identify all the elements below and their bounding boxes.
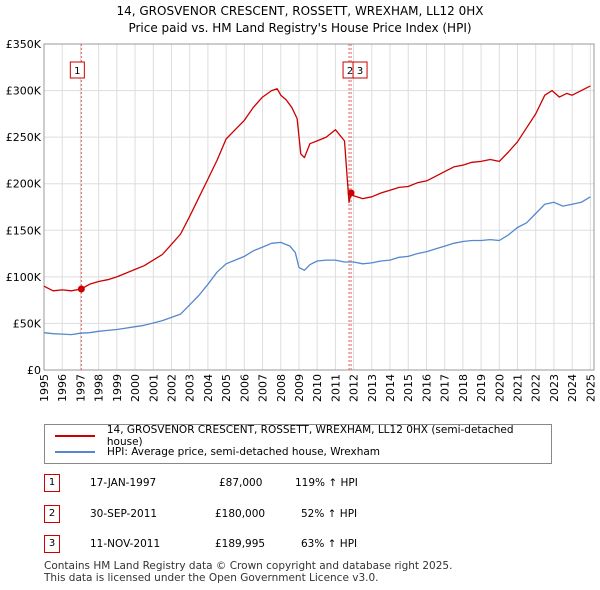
x-tick-label: 2019 — [475, 374, 488, 402]
legend-item-hpi: HPI: Average price, semi-detached house,… — [45, 444, 380, 460]
x-tick-label: 2005 — [220, 374, 233, 402]
y-tick-label: £150K — [6, 224, 42, 237]
y-tick-label: £300K — [6, 85, 42, 98]
transaction-badge: 2 — [44, 505, 60, 523]
price-chart: £0 £50K £100K £150K £200K £250K £300K £350K 1995… — [6, 38, 598, 402]
x-tick-label: 2009 — [293, 374, 306, 402]
property-price-line — [43, 85, 591, 292]
x-tick-label: 2011 — [329, 374, 342, 402]
sale-marker-label: 3 — [357, 66, 363, 77]
transaction-date: 17-JAN-1997 — [90, 477, 157, 489]
licence-notice: This data is licensed under the Open Gov… — [44, 572, 379, 584]
legend-swatch-property — [55, 435, 95, 437]
legend-swatch-hpi — [55, 451, 95, 453]
x-tick-label: 2024 — [566, 374, 579, 402]
legend-label-hpi: HPI: Average price, semi-detached house,… — [107, 446, 381, 458]
x-tick-label: 2012 — [348, 374, 361, 402]
copyright-notice: Contains HM Land Registry data © Crown c… — [44, 560, 453, 572]
chart-title: 14, GROSVENOR CRESCENT, ROSSETT, WREXHAM… — [116, 4, 484, 18]
x-tick-label: 2001 — [147, 374, 160, 402]
legend: 14, GROSVENOR CRESCENT, ROSSETT, WREXHAM… — [44, 424, 552, 464]
transaction-badge: 3 — [44, 535, 60, 553]
x-tick-label: 2006 — [238, 374, 251, 402]
y-tick-label: £50K — [13, 317, 42, 330]
x-tick-label: 2023 — [548, 374, 561, 402]
transaction-date: 11-NOV-2011 — [90, 538, 161, 550]
x-tick-label: 2002 — [165, 374, 178, 402]
x-tick-label: 1995 — [38, 374, 51, 402]
y-tick-label: £350K — [6, 38, 42, 51]
y-tick-label: £200K — [6, 178, 42, 191]
transaction-price: £87,000 — [219, 477, 263, 489]
sale-marker-label: 1 — [74, 66, 80, 77]
sale-marker-label: 2 — [347, 66, 353, 77]
plot-frame — [43, 43, 595, 371]
y-tick-label: £0 — [27, 364, 41, 377]
sale-point — [347, 189, 355, 197]
transaction-price: £180,000 — [215, 508, 266, 520]
x-tick-label: 2017 — [439, 374, 452, 402]
plot-area — [44, 44, 594, 370]
x-tick-label: 2016 — [420, 374, 433, 402]
x-tick-label: 1998 — [93, 374, 106, 402]
x-tick-label: 2007 — [257, 374, 270, 402]
x-tick-label: 2010 — [311, 374, 324, 402]
transaction-hpi-change: 63% ↑ HPI — [301, 538, 358, 550]
chart-subtitle: Price paid vs. HM Land Registry's House … — [128, 21, 472, 35]
transaction-hpi-change: 119% ↑ HPI — [295, 477, 358, 489]
x-tick-label: 2014 — [384, 374, 397, 402]
x-tick-label: 1997 — [74, 374, 87, 402]
x-tick-label: 2015 — [402, 374, 415, 402]
footer: Contains HM Land Registry data © Crown c… — [44, 560, 452, 584]
y-tick-label: £100K — [6, 271, 42, 284]
x-tick-label: 1999 — [111, 374, 124, 402]
x-tick-label: 2025 — [584, 374, 597, 402]
y-tick-label: £250K — [6, 131, 42, 144]
x-tick-label: 2020 — [493, 374, 506, 402]
transaction-price: £189,995 — [215, 538, 266, 550]
x-tick-label: 2021 — [512, 374, 525, 402]
transaction-badge: 1 — [44, 474, 60, 492]
hpi-line — [43, 196, 591, 336]
x-tick-label: 2022 — [530, 374, 543, 402]
x-tick-label: 2013 — [366, 374, 379, 402]
legend-label-property: 14, GROSVENOR CRESCENT, ROSSETT, WREXHAM… — [106, 424, 514, 448]
x-tick-label: 2003 — [184, 374, 197, 402]
sale-marker-box — [69, 61, 85, 79]
x-tick-label: 2018 — [457, 374, 470, 402]
legend-item-property: 14, GROSVENOR CRESCENT, ROSSETT, WREXHAM… — [45, 424, 551, 448]
transaction-hpi-change: 52% ↑ HPI — [301, 508, 358, 520]
x-tick-label: 2008 — [275, 374, 288, 402]
x-tick-label: 1996 — [56, 374, 69, 402]
x-tick-label: 2004 — [202, 374, 215, 402]
transaction-date: 30-SEP-2011 — [90, 508, 158, 520]
x-tick-label: 2000 — [129, 374, 142, 402]
sale-point — [77, 285, 85, 293]
sale-marker-box — [352, 61, 368, 79]
